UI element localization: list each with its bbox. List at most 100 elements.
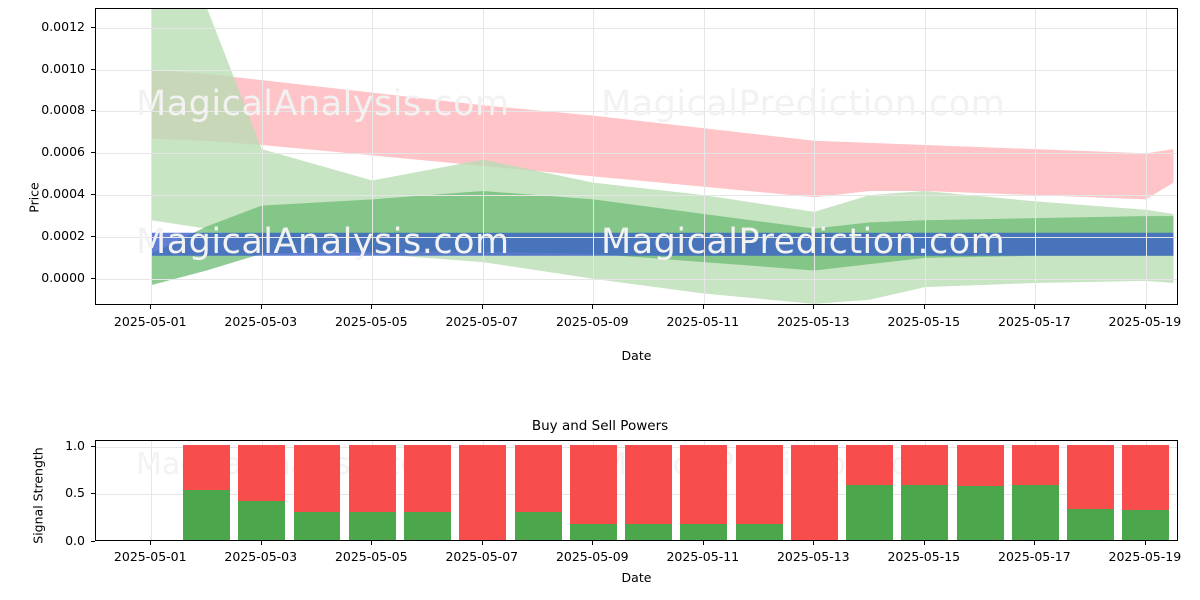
signal-bar[interactable] <box>1011 444 1059 540</box>
signal-bar[interactable] <box>514 444 562 540</box>
signal-bar[interactable] <box>1122 444 1170 540</box>
price-gridline-v <box>703 9 705 304</box>
sell-power-segment <box>735 444 783 524</box>
sell-power-segment <box>625 444 673 524</box>
signal-bar[interactable] <box>956 444 1004 540</box>
signal-bar[interactable] <box>735 444 783 540</box>
buy-power-segment <box>625 523 673 540</box>
price-y-tick <box>91 194 95 196</box>
signal-bar[interactable] <box>625 444 673 540</box>
signal-bar[interactable] <box>569 444 617 540</box>
sell-power-segment <box>514 444 562 513</box>
buy-power-segment <box>569 523 617 540</box>
signal-x-tick <box>702 541 704 545</box>
price-x-tick-label: 2025-05-03 <box>224 314 298 329</box>
signal-x-tick-label: 2025-05-03 <box>224 549 298 564</box>
price-x-tick-label: 2025-05-19 <box>1108 314 1182 329</box>
buy-power-segment <box>348 512 396 540</box>
price-gridline-v <box>151 9 153 304</box>
signal-x-tick <box>1144 541 1146 545</box>
signal-bar[interactable] <box>1067 444 1115 540</box>
price-y-tick-label: 0.0002 <box>41 227 85 243</box>
price-y-tick <box>91 110 95 112</box>
buy-power-segment <box>1067 508 1115 540</box>
price-gridline <box>96 69 1177 71</box>
price-x-tick <box>813 305 815 309</box>
signal-bar[interactable] <box>238 444 286 540</box>
sell-power-segment <box>680 444 728 524</box>
price-x-tick-label: 2025-05-07 <box>445 314 519 329</box>
buy-power-segment <box>238 500 286 540</box>
signal-y-tick-label: 0.0 <box>65 533 85 548</box>
price-x-tick <box>481 305 483 309</box>
signal-x-tick <box>150 541 152 545</box>
sell-power-segment <box>1011 444 1059 485</box>
price-gridline <box>96 27 1177 29</box>
price-x-tick <box>923 305 925 309</box>
signal-gridline-v <box>151 441 153 540</box>
signal-x-tick <box>371 541 373 545</box>
price-y-tick-label: 0.0000 <box>41 269 85 285</box>
price-gridline-v <box>261 9 263 304</box>
price-y-tick <box>91 68 95 70</box>
price-gridline-v <box>482 9 484 304</box>
signal-x-tick-label: 2025-05-19 <box>1108 549 1182 564</box>
signal-bar[interactable] <box>790 444 838 540</box>
signal-x-tick-label: 2025-05-05 <box>334 549 408 564</box>
signal-bar[interactable] <box>901 444 949 540</box>
sell-power-segment <box>569 444 617 524</box>
sell-power-segment <box>1067 444 1115 509</box>
signal-x-tick-label: 2025-05-09 <box>555 549 629 564</box>
price-gridline <box>96 111 1177 113</box>
sell-power-segment <box>404 444 451 513</box>
price-gridline-v <box>814 9 816 304</box>
date-axis-title-bottom: Date <box>621 570 652 585</box>
price-gridline-v <box>1035 9 1037 304</box>
price-x-tick <box>1144 305 1146 309</box>
price-gridline-v <box>593 9 595 304</box>
band-resistance-band-red <box>151 69 1174 200</box>
signal-x-tick-label: 2025-05-17 <box>998 549 1071 564</box>
price-y-tick <box>91 152 95 154</box>
buy-sell-panel: Buy and Sell Powers Signal Strength Magi… <box>0 418 1200 600</box>
sell-power-segment <box>459 444 507 540</box>
price-x-tick <box>592 305 594 309</box>
price-gridline <box>96 236 1177 238</box>
price-x-tick-label: 2025-05-05 <box>334 314 408 329</box>
signal-x-tick <box>592 541 594 545</box>
signal-strength-axis-title: Signal Strength <box>30 447 46 544</box>
price-y-tick <box>91 26 95 28</box>
signal-x-tick <box>260 541 262 545</box>
sell-power-segment <box>183 444 230 491</box>
signal-bar[interactable] <box>348 444 396 540</box>
signal-bar[interactable] <box>404 444 451 540</box>
buy-power-segment <box>1122 509 1170 540</box>
price-y-tick-label: 0.0004 <box>41 186 85 202</box>
buy-power-segment <box>846 484 894 540</box>
signal-bar[interactable] <box>680 444 728 540</box>
signal-x-tick <box>481 541 483 545</box>
buy-power-segment <box>514 512 562 540</box>
price-y-tick-label: 0.0006 <box>41 144 85 160</box>
price-x-tick-label: 2025-05-17 <box>998 314 1071 329</box>
signal-bar[interactable] <box>459 444 507 540</box>
price-gridline <box>96 195 1177 197</box>
signal-y-tick <box>91 541 95 542</box>
buy-power-segment <box>901 484 949 540</box>
signal-bar[interactable] <box>183 444 230 540</box>
price-wave-panel: Price MagicalAnalysis.com MagicalPredicti… <box>27 8 1182 363</box>
price-x-tick <box>702 305 704 309</box>
buy-power-segment <box>293 512 341 540</box>
sell-power-segment <box>1122 444 1170 510</box>
price-y-tick <box>91 235 95 237</box>
price-x-tick-label: 2025-05-11 <box>666 314 740 329</box>
signal-x-tick <box>923 541 925 545</box>
signal-bar[interactable] <box>846 444 894 540</box>
band-support-band-blue <box>151 232 1174 256</box>
signal-x-tick-label: 2025-05-11 <box>666 549 740 564</box>
price-x-tick-label: 2025-05-09 <box>555 314 629 329</box>
signal-x-tick-label: 2025-05-15 <box>887 549 961 564</box>
buy-power-segment <box>183 490 230 540</box>
signal-bar[interactable] <box>293 444 341 540</box>
buy-power-segment <box>404 512 451 540</box>
